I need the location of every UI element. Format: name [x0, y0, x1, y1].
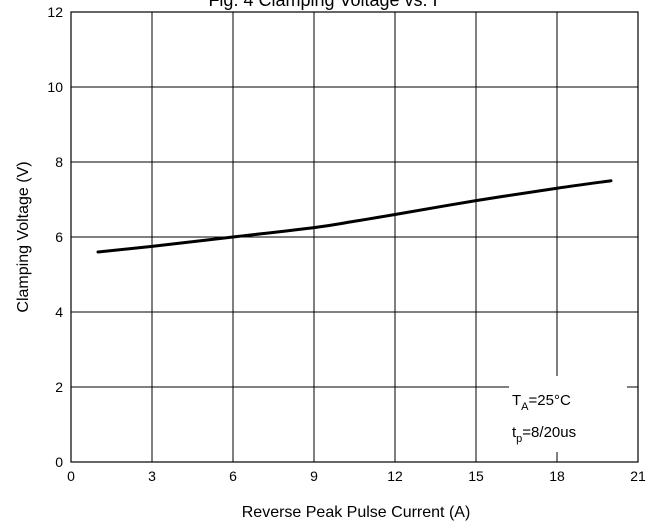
series-line	[96, 179, 613, 254]
grid-lines	[71, 12, 638, 462]
y-tick-label: 12	[47, 4, 63, 20]
annotation-pulse: tp=8/20us	[512, 424, 576, 445]
x-tick-label: 15	[468, 468, 484, 484]
x-tick-label: 21	[630, 468, 646, 484]
x-tick-label: 12	[387, 468, 403, 484]
y-axis-label: Clamping Voltage (V)	[15, 161, 32, 312]
y-tick-label: 0	[55, 454, 63, 470]
x-tick-label: 0	[67, 468, 75, 484]
x-tick-label: 9	[310, 468, 318, 484]
plot-frame	[70, 11, 639, 463]
chart-title: Fig. 4 Clamping Voltage vs. I	[208, 0, 437, 10]
x-tick-labels: 0 3 6 9 12 15 18 21	[67, 468, 646, 484]
annotation-temperature: TA=25°C	[512, 392, 571, 413]
annotation-box	[509, 376, 627, 452]
y-tick-label: 10	[47, 79, 63, 95]
y-tick-label: 8	[55, 154, 63, 170]
x-tick-label: 18	[549, 468, 565, 484]
y-tick-label: 2	[55, 379, 63, 395]
y-tick-label: 4	[55, 304, 63, 320]
x-tick-label: 3	[148, 468, 156, 484]
x-axis-label: Reverse Peak Pulse Current (A)	[242, 504, 471, 521]
y-tick-label: 6	[55, 229, 63, 245]
x-tick-label: 6	[229, 468, 237, 484]
y-tick-labels: 0 2 4 6 8 10 12	[47, 4, 63, 470]
